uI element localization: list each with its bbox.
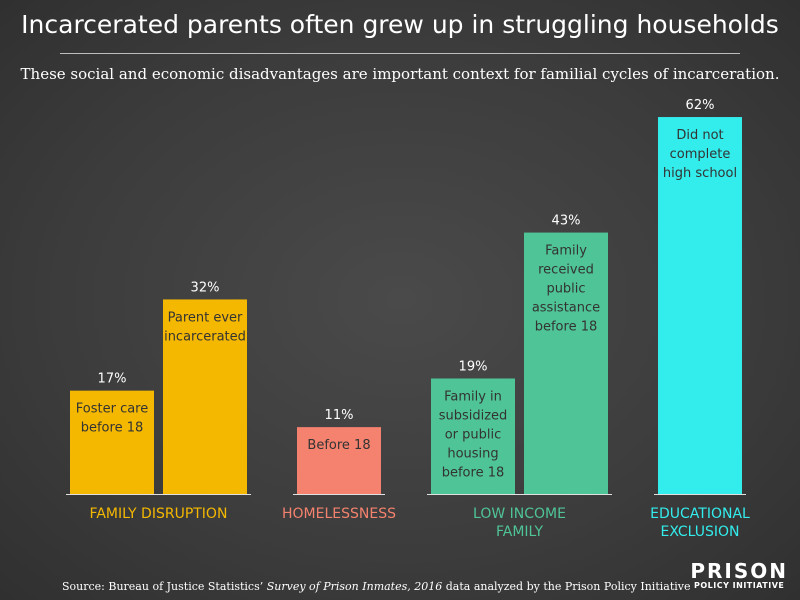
- source-prefix: Source: Bureau of Justice Statistics’: [62, 580, 267, 593]
- category-label-3: EDUCATIONAL EXCLUSION: [650, 506, 750, 540]
- chart-title: Incarcerated parents often grew up in st…: [21, 10, 779, 39]
- bar-label-0-0: Foster care before 18: [76, 402, 148, 436]
- source-note: Source: Bureau of Justice Statistics’ Su…: [62, 580, 690, 593]
- bar-label-2-1: Family received public assistance before 18: [532, 244, 600, 335]
- prison-policy-initiative-logo: PRISON POLICY INITIATIVE: [690, 561, 788, 591]
- logo-line-2: POLICY INITIATIVE: [693, 581, 785, 590]
- value-label-3-0: 62%: [686, 98, 715, 113]
- value-label-0-1: 32%: [191, 280, 220, 295]
- source-title: Survey of Prison Inmates, 2016: [266, 580, 443, 593]
- value-label-2-1: 43%: [552, 214, 581, 229]
- value-label-2-0: 19%: [459, 359, 488, 374]
- category-label-2: LOW INCOME FAMILY: [473, 506, 566, 540]
- bar-3-0: [658, 117, 742, 494]
- value-label-1-0: 11%: [325, 408, 354, 423]
- bar-label-2-0: Family in subsidized or public housing befor…: [439, 389, 508, 480]
- source-suffix: data analyzed by the Prison Policy Initi…: [442, 580, 691, 593]
- logo-line-1: PRISON: [690, 559, 788, 583]
- bar-1-0: [297, 427, 381, 494]
- bar-label-3-0: Did not complete high school: [663, 128, 737, 181]
- bar-0-1: [163, 299, 247, 494]
- bar-label-1-0: Before 18: [307, 438, 370, 453]
- bar-0-0: [70, 390, 154, 494]
- value-label-0-0: 17%: [98, 372, 127, 387]
- title-divider: [60, 53, 740, 54]
- bar-2-1: [524, 232, 608, 494]
- category-label-0: FAMILY DISRUPTION: [90, 506, 228, 522]
- bar-2-0: [431, 378, 515, 494]
- chart-subtitle: These social and economic disadvantages …: [20, 65, 780, 83]
- bar-label-0-1: Parent ever incarcerated: [164, 310, 246, 344]
- category-label-1: HOMELESSNESS: [282, 506, 396, 522]
